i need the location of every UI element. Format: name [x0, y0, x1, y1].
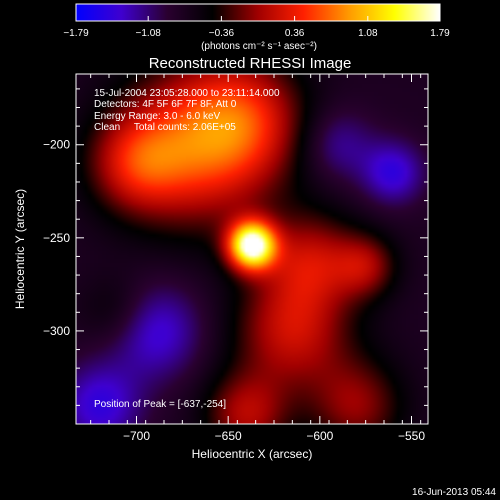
- annotation-block: 15-Jul-2004 23:05:28.000 to 23:11:14.000…: [94, 88, 280, 133]
- annotation-clean-counts: Clean Total counts: 2.06E+05: [94, 122, 236, 133]
- colorbar-tick-label: 1.08: [358, 28, 378, 39]
- heatmap-image: [76, 74, 428, 424]
- y-tick-label: −300: [43, 324, 70, 338]
- y-tick-label: −250: [43, 231, 70, 245]
- colorbar-tick-label: 1.79: [430, 28, 450, 39]
- chart-title: Reconstructed RHESSI Image: [149, 55, 352, 72]
- colorbar-gradient: [75, 3, 441, 22]
- y-tick-label: −200: [43, 138, 70, 152]
- colorbar-tick-label: 0.36: [285, 28, 305, 39]
- annotation-energy-range: Energy Range: 3.0 - 6.0 keV: [94, 111, 221, 122]
- colorbar-tick-label: −0.36: [209, 28, 235, 39]
- colorbar-ticks: −1.79 −1.08 −0.36 0.36 1.08 1.79: [63, 16, 450, 39]
- colorbar: −1.79 −1.08 −0.36 0.36 1.08 1.79 (photons cm⁻…: [63, 3, 450, 52]
- colorbar-unit-label: (photons cm⁻² s⁻¹ asec⁻²): [201, 41, 317, 52]
- x-axis: −700 −650 −600 −550: [90, 74, 425, 443]
- peak-position-label: Position of Peak = [-637,-254]: [94, 399, 226, 410]
- annotation-detectors: Detectors: 4F 5F 6F 7F 8F, Att 0: [94, 99, 237, 110]
- x-tick-label: −700: [123, 429, 150, 443]
- annotation-time-range: 15-Jul-2004 23:05:28.000 to 23:11:14.000: [94, 88, 280, 99]
- colorbar-tick-label: −1.79: [63, 28, 89, 39]
- x-tick-label: −550: [398, 429, 425, 443]
- footer-timestamp: 16-Jun-2013 05:44: [412, 487, 496, 498]
- x-axis-label: Heliocentric X (arcsec): [192, 447, 313, 461]
- y-axis-label: Heliocentric Y (arcsec): [13, 189, 27, 309]
- y-axis: −200 −250 −300: [43, 88, 428, 406]
- heatmap-area: [76, 74, 428, 424]
- x-tick-label: −600: [306, 429, 333, 443]
- colorbar-tick-label: −1.08: [136, 28, 162, 39]
- plot-frame: [75, 73, 429, 425]
- x-tick-label: −650: [215, 429, 242, 443]
